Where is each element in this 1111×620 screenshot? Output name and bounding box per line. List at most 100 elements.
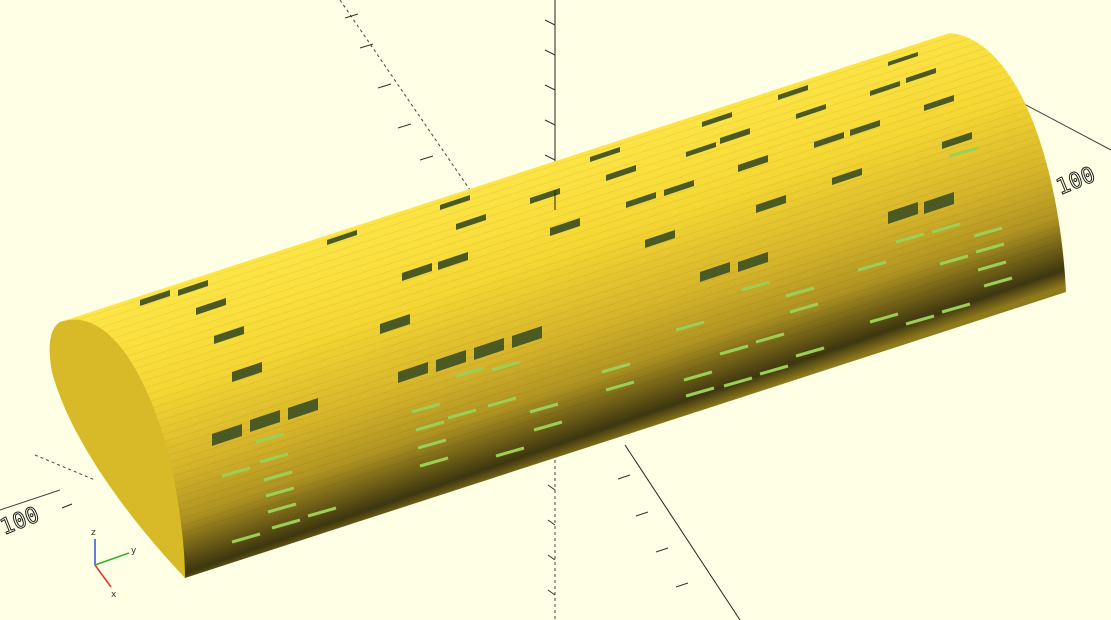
hole-highlight: [973, 226, 1003, 238]
svg-text:x: x: [111, 590, 117, 600]
hole-highlight: [447, 408, 477, 420]
facet-band: [60, 33, 1066, 346]
hole-mark: [606, 165, 636, 181]
hole-highlight: [601, 362, 631, 374]
hole-mark: [232, 362, 262, 382]
hole-highlight: [259, 452, 289, 464]
hole-mark: [438, 252, 468, 270]
facet-band: [60, 89, 1066, 451]
facet-band: [60, 112, 1066, 473]
hole-mark: [756, 195, 786, 213]
hole-highlight: [741, 280, 771, 292]
facet-band: [60, 59, 1066, 421]
hole-highlight: [905, 314, 935, 326]
facet-band: [60, 33, 1066, 361]
hole-highlight: [685, 386, 715, 398]
facet-band: [60, 104, 1066, 466]
hole-mark: [212, 424, 242, 446]
hole-mark: [550, 218, 580, 236]
hole-highlight: [495, 446, 525, 458]
hole-mark: [738, 252, 768, 272]
hole-mark: [942, 132, 972, 149]
hole-highlight: [931, 222, 961, 234]
hole-highlight: [869, 312, 899, 324]
hole-mark: [888, 52, 918, 66]
hole-mark: [380, 314, 410, 334]
facet-band: [60, 194, 1066, 556]
hole-highlight: [719, 344, 749, 356]
hole-highlight: [795, 346, 825, 358]
pinhole-pattern: [140, 52, 1013, 544]
facet-band: [60, 33, 1066, 368]
facet-band: [60, 202, 1066, 563]
hole-mark: [720, 128, 750, 144]
hole-mark: [440, 195, 470, 210]
facet-band: [60, 164, 1066, 526]
hole-mark: [778, 85, 808, 100]
hole-mark: [702, 112, 732, 127]
facet-band: [60, 179, 1066, 541]
hole-highlight: [415, 420, 445, 432]
axis-lines-back: [0, 0, 1111, 511]
axis-lines-front: [547, 190, 741, 620]
facet-band: [60, 134, 1066, 496]
facet-band: [60, 37, 1066, 398]
hole-mark: [178, 280, 208, 296]
hole-highlight: [605, 380, 635, 392]
hole-mark: [402, 263, 432, 281]
hole-mark: [398, 362, 428, 383]
facet-band: [60, 127, 1066, 488]
hole-mark: [796, 104, 826, 119]
hole-mark: [530, 188, 560, 204]
hole-highlight: [683, 370, 713, 382]
hole-mark: [214, 326, 244, 344]
hole-mark: [814, 132, 844, 148]
hole-mark: [850, 120, 880, 136]
hole-highlight: [263, 470, 293, 482]
hole-mark: [645, 230, 675, 248]
hole-highlight: [975, 242, 1005, 254]
hole-highlight: [529, 402, 559, 414]
orientation-gizmo-icon: z y x: [91, 528, 137, 600]
hole-mark: [327, 230, 357, 245]
hole-highlight: [895, 232, 925, 244]
hole-highlight: [941, 302, 971, 314]
hole-highlight: [455, 366, 485, 378]
hole-mark: [664, 180, 694, 196]
facet-band: [60, 74, 1066, 436]
hole-mark: [436, 350, 466, 372]
hole-mark: [924, 95, 954, 111]
svg-text:y: y: [131, 546, 137, 556]
facet-band: [60, 97, 1066, 458]
facet-band: [60, 119, 1066, 481]
hole-mark: [512, 326, 542, 348]
hole-highlight: [983, 276, 1013, 288]
hole-highlight: [487, 396, 517, 408]
facet-band: [60, 187, 1066, 548]
hole-mark: [590, 147, 620, 162]
hole-highlight: [411, 402, 441, 414]
hole-highlight: [675, 320, 705, 332]
facet-band: [60, 217, 1066, 578]
hole-mark: [906, 68, 936, 83]
facet-band: [60, 209, 1066, 571]
facet-band: [60, 67, 1066, 428]
hole-highlight: [491, 360, 521, 372]
hole-mark: [924, 192, 954, 214]
hole-highlight: [755, 332, 785, 344]
hole-highlight: [939, 254, 969, 266]
hole-highlight: [271, 518, 301, 530]
axis-tick: [61, 503, 73, 509]
hole-mark: [140, 290, 170, 306]
hole-mark: [686, 142, 716, 157]
hole-highlight: [785, 286, 815, 298]
hole-mark: [888, 202, 918, 224]
hole-mark: [700, 262, 730, 282]
hole-mark: [832, 168, 862, 185]
hole-mark: [626, 192, 656, 208]
hole-highlight: [417, 438, 447, 450]
hole-highlight: [789, 302, 819, 314]
hole-mark: [288, 398, 318, 420]
